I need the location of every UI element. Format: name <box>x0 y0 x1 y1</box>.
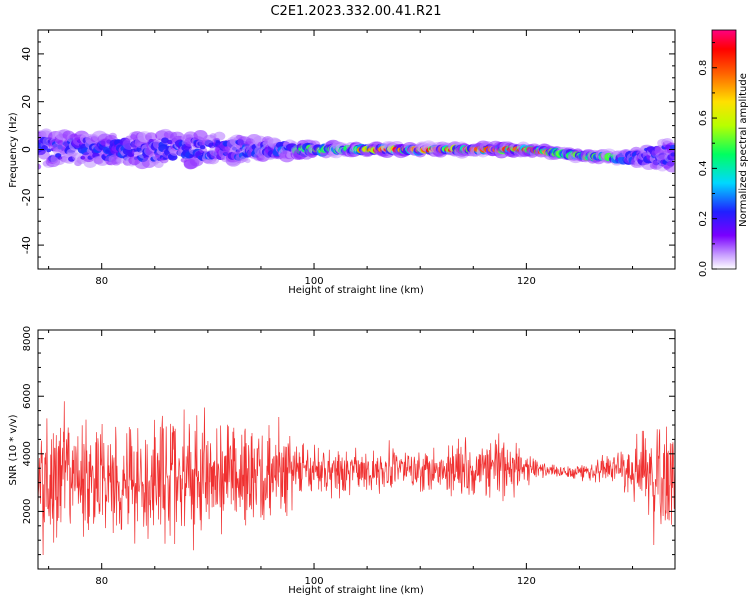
snr-xlabel: Height of straight line (km) <box>288 585 424 596</box>
colorbar-ticks: 0.0 0.2 0.4 0.6 0.8 <box>698 42 717 277</box>
spectrogram-ticks: 80 100 120 -40 -20 0 20 40 <box>20 29 675 287</box>
spectrogram-ylabel: Frequency (Hz) <box>8 112 19 188</box>
snr-frame <box>37 329 676 570</box>
spectrogram-blob <box>115 156 125 164</box>
spectrogram-xlabel: Height of straight line (km) <box>288 285 424 296</box>
y-tick-label: 0 <box>20 146 33 153</box>
x-tick-label: 100 <box>304 276 323 287</box>
colorbar: 0.0 0.2 0.4 0.6 0.8 Normalized spectral ampl… <box>698 29 749 277</box>
spectrogram-blob <box>669 144 675 151</box>
spectrogram-blob <box>664 161 675 173</box>
snr-panel: 80 100 120 2000 4000 6000 8000 Height of strai… <box>8 326 676 596</box>
y-tick-label: 8000 <box>22 326 33 351</box>
colorbar-tick-label: 0.0 <box>698 261 709 277</box>
colorbar-frame <box>711 29 737 270</box>
spectrogram-blob <box>41 145 48 151</box>
colorbar-tick-label: 0.4 <box>698 160 709 176</box>
spectrogram-blob <box>38 150 50 160</box>
y-tick-label: 6000 <box>22 384 33 409</box>
spectrogram-blob <box>105 149 110 153</box>
y-tick-label: 2000 <box>22 499 33 524</box>
snr-marks <box>38 401 675 556</box>
x-tick-label: 80 <box>95 576 108 587</box>
y-tick-label: 40 <box>20 47 33 61</box>
spectrogram-blob <box>244 158 251 164</box>
colorbar-label: Normalized spectral amplitude <box>738 73 749 227</box>
snr-ticks: 80 100 120 2000 4000 6000 8000 <box>22 326 675 587</box>
spectrogram-marks <box>38 128 675 173</box>
spectrogram-blob <box>38 163 42 170</box>
y-tick-label: 20 <box>20 95 33 109</box>
spectrogram-blob <box>670 152 675 157</box>
colorbar-tick-label: 0.2 <box>698 211 709 227</box>
colorbar-gradient <box>712 30 736 269</box>
figure-title: C2E1.2023.332.00.41.R21 <box>270 4 441 19</box>
snr-ylabel: SNR (10 * v/v) <box>8 414 19 485</box>
snr-series-line <box>38 401 675 556</box>
y-tick-label: -20 <box>20 188 33 206</box>
x-tick-label: 80 <box>95 276 108 287</box>
colorbar-tick-label: 0.6 <box>698 110 709 126</box>
spectrogram-panel: 80 100 120 -40 -20 0 20 40 Height of straight l… <box>8 29 676 296</box>
spectrogram-blob <box>46 148 52 153</box>
x-tick-label: 100 <box>304 576 323 587</box>
x-tick-label: 120 <box>517 276 536 287</box>
y-tick-label: 4000 <box>22 441 33 466</box>
spectrogram-blob <box>199 145 206 150</box>
y-tick-label: -40 <box>20 236 33 254</box>
colorbar-tick-label: 0.8 <box>698 60 709 76</box>
spectrogram-blob <box>194 158 201 164</box>
x-tick-label: 120 <box>517 576 536 587</box>
